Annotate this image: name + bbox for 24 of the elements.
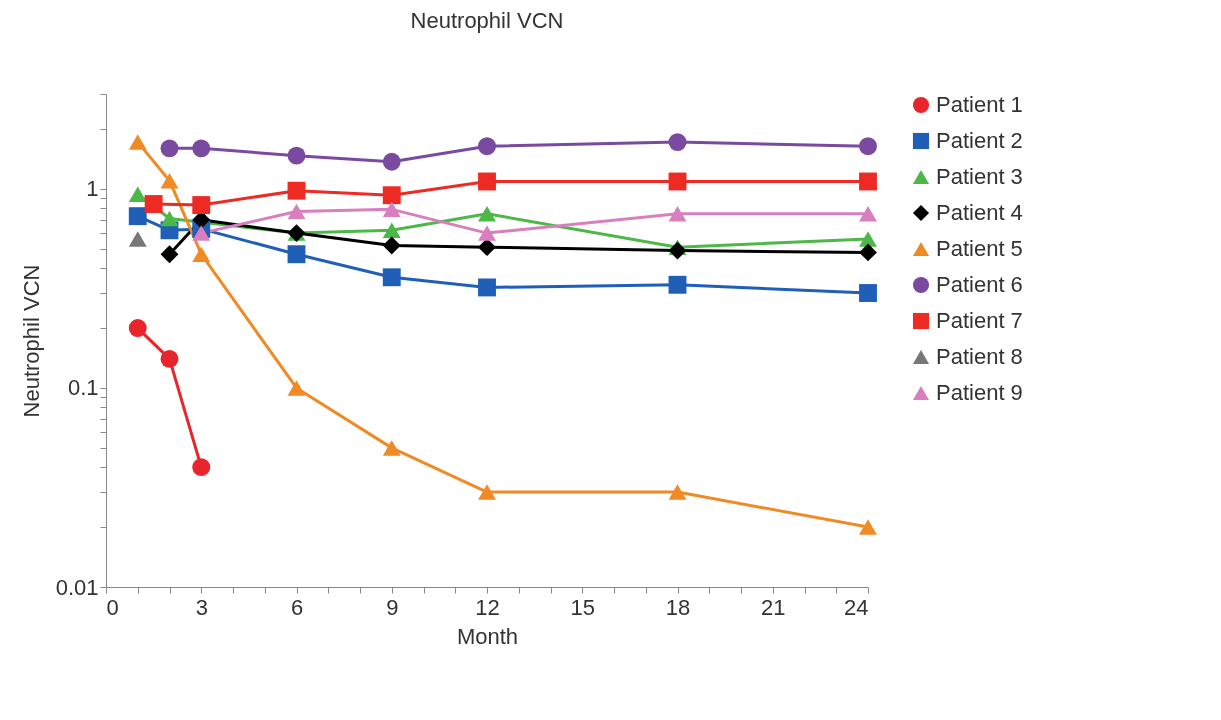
x-tick-label: 12 (475, 594, 500, 620)
x-tick-label: 6 (290, 594, 304, 620)
x-tick-label: 0 (106, 594, 119, 620)
y-tick-label: 0.1 (67, 375, 99, 401)
legend-label: Patient 2 (936, 128, 1023, 153)
y-tick-label: 1 (86, 176, 99, 202)
y-tick-label: 0.01 (55, 574, 99, 600)
x-tick-label: 21 (761, 594, 786, 620)
x-tick-label: 18 (665, 594, 691, 620)
legend-label: Patient 5 (936, 236, 1023, 261)
x-tick-label: 3 (195, 594, 208, 620)
legend-label: Patient 4 (936, 200, 1023, 225)
x-axis-title: Month (456, 623, 519, 649)
legend-label: Patient 8 (936, 344, 1023, 369)
x-tick-label: 24 (844, 594, 869, 620)
x-tick-label: 9 (386, 594, 399, 620)
legend-label: Patient 9 (936, 380, 1023, 405)
x-tick-label: 15 (570, 594, 595, 620)
legend-label: Patient 7 (936, 308, 1023, 333)
y-axis-title: Neutrophil VCN (18, 264, 44, 418)
chart-title: Neutrophil VCN (410, 8, 564, 33)
legend-label: Patient 6 (936, 272, 1023, 297)
legend-label: Patient 1 (936, 92, 1023, 117)
legend-label: Patient 3 (936, 164, 1023, 189)
